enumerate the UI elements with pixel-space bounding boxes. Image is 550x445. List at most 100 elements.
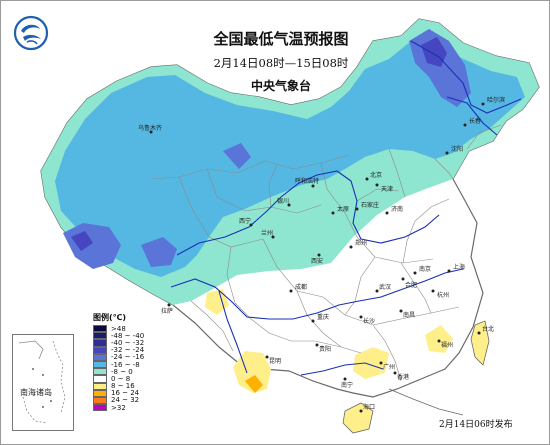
pearl-river [300,362,384,376]
city-label-shenyang: 沈阳 [451,145,463,153]
city-label-wulumuqi: 乌鲁木齐 [138,124,162,132]
city-label-yinchuan: 银川 [277,197,289,205]
map-agency: 中央气象台 [250,79,311,93]
legend-label: >48 [111,324,126,333]
region-eight-to-sixteen-yunnan [205,289,229,315]
legend-swatch [93,339,107,347]
city-dots [149,102,485,413]
city-label-kunming: 昆明 [269,358,281,365]
legend-item: -8 ~ 0 [71,367,151,376]
city-labels: 乌鲁木齐 哈尔滨 长春 沈阳 呼和浩特 北京 天津 石家庄 太原 济南 银川 兰… [138,96,505,411]
legend-label: -48 ~ -40 [111,331,145,340]
legend-item: -40 ~ -32 [71,338,151,347]
city-label-lanzhou: 兰州 [261,229,273,237]
city-label-xining: 西宁 [239,217,251,225]
region-minus-sixteen-to-minus-eight [55,39,525,277]
legend-label: -16 ~ -8 [111,360,140,369]
inset-label: 南海诸岛 [20,388,52,397]
region-sixteen-to-twentyfour-south-yunnan [245,375,263,393]
legend-label: 16 ~ 24 [111,389,140,398]
legend-item: 8 ~ 16 [71,382,151,391]
city-label-jinan: 济南 [391,205,403,213]
map-title: 全国最低气温预报图 [213,30,349,48]
legend-swatch [93,332,107,340]
songhua-river [446,96,498,136]
issue-time: 2月14日06时发布 [439,420,513,430]
city-label-chengdu: 成都 [295,283,307,291]
legend-swatch [93,404,107,412]
city-label-zhengzhou: 郑州 [355,239,367,247]
legend-rows: >48 -48 ~ -40 -40 ~ -32 -32 ~ -24 -24 ~ -16-… [71,324,151,412]
legend-swatch [93,353,107,361]
city-label-taibei: 台北 [482,325,494,333]
city-label-xian: 西安 [311,257,323,265]
city-label-xianggang: 香港 [397,373,409,381]
city-label-wuhan: 武汉 [379,283,391,291]
inset-map-icon [18,340,66,424]
region-minus-thirtytwo-patch-west [71,231,93,251]
region-eight-to-sixteen-hainan [342,402,374,434]
legend-item: -48 ~ -40 [71,331,151,340]
yellow-river [176,170,440,256]
city-label-lasa: 拉萨 [161,307,173,315]
legend-swatch [93,325,107,333]
legend-item: >48 [71,324,151,333]
city-label-guangzhou: 广州 [383,363,395,371]
city-label-hangzhou: 杭州 [437,291,449,299]
legend-label: 24 ~ 32 [111,396,140,405]
legend-label: -40 ~ -32 [111,338,145,347]
legend-swatch [93,360,107,369]
legend-swatch [93,382,107,390]
city-label-shanghai: 上海 [453,263,465,271]
region-minus-twentyfour-patch-inner-mongolia [223,143,251,169]
legend-item: -16 ~ -8 [71,360,151,369]
rivers [170,40,522,376]
city-label-nanchang: 南昌 [403,311,415,319]
city-label-taiyuan: 太原 [337,205,349,213]
city-label-fuzhou: 福州 [441,341,453,349]
city-label-nanning: 南宁 [341,381,353,389]
legend-swatch [93,375,107,383]
city-label-hefei: 合肥 [405,281,417,289]
city-label-huhehaote: 呼和浩特 [295,177,319,185]
province-boundaries [150,124,502,382]
legend-label: -24 ~ -16 [111,353,145,362]
heilong-river [410,40,522,114]
legend-label: -8 ~ 0 [111,367,133,376]
legend-item: >32 [71,403,151,412]
region-minus-thirtytwo-patch-northeast [421,37,447,67]
lancang-river [218,290,248,374]
legend-item: 16 ~ 24 [71,389,151,398]
map-subtitle: 2月14日08时—15日08时 [213,56,349,70]
legend-swatch [93,368,107,376]
south-china-sea-inset [12,334,74,431]
city-label-shijiazhuang: 石家庄 [361,201,379,209]
city-label-haerbin: 哈尔滨 [487,96,505,104]
legend-item: 24 ~ 32 [71,396,151,405]
legend-label: -32 ~ -24 [111,346,145,355]
legend-swatch [93,346,107,354]
city-label-changchun: 长春 [469,117,481,125]
south-sea-line [388,388,464,416]
city-label-guiyang: 贵阳 [319,345,331,353]
legend-item: -24 ~ -16 [71,353,151,362]
legend-swatch [93,389,107,397]
legend-label: 0 ~ 8 [111,374,131,383]
city-label-changsha: 长沙 [363,317,375,325]
cma-logo-icon [13,15,49,51]
legend-item: 0 ~ 8 [71,374,151,383]
city-label-nanjing: 南京 [419,265,431,273]
city-label-chongqing: 重庆 [317,313,329,321]
legend-item: -32 ~ -24 [71,346,151,355]
legend-label: >32 [111,403,126,412]
city-label-haikou: 海口 [363,403,375,411]
region-eight-to-sixteen-guangdong [353,347,389,379]
region-minus-twentyfour-patch-tibet [141,237,177,267]
city-label-beijing: 北京 [370,171,382,179]
legend-title: 图例(℃) [93,313,126,322]
region-eight-to-sixteen-fujian [425,325,453,353]
legend-swatch [93,396,107,405]
legend-label: 8 ~ 16 [111,382,135,391]
